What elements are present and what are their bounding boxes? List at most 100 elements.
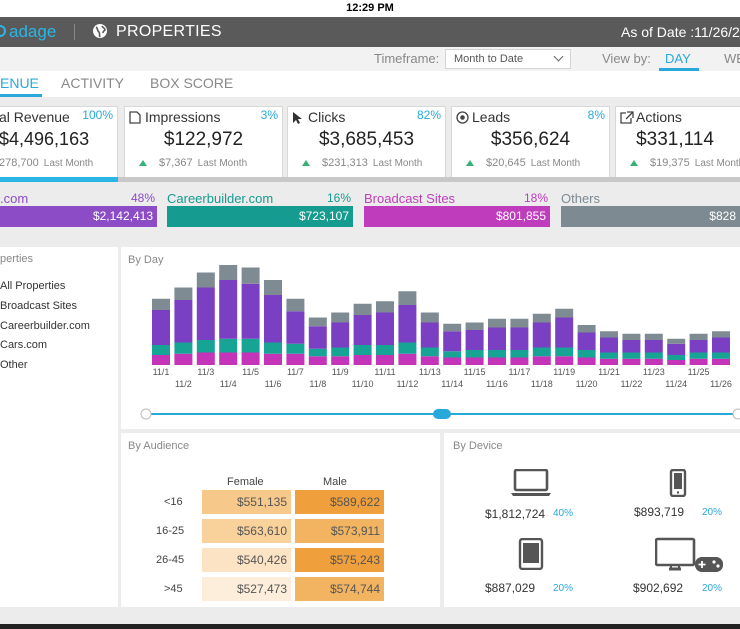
bar-segment-11-6-s1[interactable]	[264, 342, 282, 354]
bar-segment-11-1-s3[interactable]	[152, 298, 170, 310]
bar-segment-11-19-s1[interactable]	[555, 347, 574, 357]
bar-segment-11-18-s0[interactable]	[532, 356, 551, 365]
kpi-card-impressions[interactable]: Impressions 3% $122,972 $7,367 Last Month	[124, 106, 283, 182]
bar-segment-11-23-s1[interactable]	[644, 352, 663, 359]
bar-segment-11-26-s1[interactable]	[712, 352, 730, 359]
kpi-card-revenue[interactable]: al Revenue 100% $4,496,163 278,700 Last M…	[0, 106, 118, 182]
bar-segment-11-13-s0[interactable]	[420, 356, 439, 365]
bar-segment-11-2-s2[interactable]	[174, 300, 193, 343]
bar-segment-11-12-s2[interactable]	[398, 305, 417, 343]
bar-segment-11-11-s3[interactable]	[376, 301, 394, 313]
bar-segment-11-5-s0[interactable]	[241, 352, 260, 366]
bar-segment-11-8-s2[interactable]	[308, 326, 327, 349]
bar-segment-11-21-s2[interactable]	[600, 337, 618, 353]
bar-segment-11-22-s2[interactable]	[622, 340, 641, 353]
source-careerbuilder[interactable]: Careerbuilder.com 16% $723,107	[167, 191, 353, 229]
bar-segment-11-2-s1[interactable]	[174, 342, 193, 354]
property-item-cars[interactable]: Cars.com	[0, 339, 48, 351]
kpi-card-actions[interactable]: Actions $331,114 $19,375 Last Month	[615, 106, 740, 182]
bar-segment-11-7-s2[interactable]	[286, 311, 305, 344]
bar-segment-11-8-s3[interactable]	[308, 317, 327, 327]
bar-segment-11-15-s0[interactable]	[465, 357, 484, 366]
range-slider-start-handle[interactable]	[140, 408, 152, 420]
bar-segment-11-10-s0[interactable]	[353, 355, 372, 365]
tab-activity[interactable]: ACTIVITY	[61, 75, 125, 91]
tab-box-score[interactable]: BOX SCORE	[150, 75, 234, 91]
source-others[interactable]: Others $828	[561, 191, 740, 229]
bar-segment-11-22-s1[interactable]	[622, 352, 641, 359]
range-slider-end-handle[interactable]	[732, 408, 740, 420]
bar-segment-11-9-s0[interactable]	[331, 356, 350, 365]
bar-segment-11-25-s0[interactable]	[689, 358, 708, 365]
bar-segment-11-3-s0[interactable]	[196, 352, 215, 366]
bar-segment-11-14-s3[interactable]	[443, 323, 462, 332]
bar-segment-11-14-s2[interactable]	[443, 331, 462, 352]
bar-segment-11-20-s2[interactable]	[577, 332, 596, 351]
bar-segment-11-17-s1[interactable]	[510, 350, 529, 358]
bar-segment-11-21-s0[interactable]	[600, 358, 618, 365]
audience-cell-female[interactable]: $540,426	[202, 548, 291, 572]
bar-segment-11-5-s3[interactable]	[241, 267, 260, 284]
bar-segment-11-6-s2[interactable]	[264, 295, 282, 343]
bar-segment-11-23-s0[interactable]	[644, 358, 663, 365]
bar-segment-11-12-s1[interactable]	[398, 342, 417, 354]
bar-segment-11-5-s2[interactable]	[241, 283, 260, 339]
viewby-day-toggle[interactable]: DAY	[665, 51, 691, 66]
bar-segment-11-24-s1[interactable]	[667, 355, 686, 360]
bar-segment-11-14-s0[interactable]	[443, 357, 462, 366]
bar-segment-11-9-s1[interactable]	[331, 347, 350, 357]
property-item-other[interactable]: Other	[0, 359, 28, 371]
bar-segment-11-4-s0[interactable]	[219, 352, 238, 366]
bar-segment-11-2-s3[interactable]	[174, 287, 193, 301]
logo[interactable]: adage	[0, 22, 56, 42]
source-broadcast[interactable]: Broadcast Sites 18% $801,855	[364, 191, 550, 229]
bar-segment-11-24-s2[interactable]	[667, 343, 686, 355]
bar-segment-11-16-s2[interactable]	[488, 327, 506, 351]
bar-segment-11-18-s3[interactable]	[532, 313, 551, 323]
bar-segment-11-16-s3[interactable]	[488, 318, 506, 328]
audience-cell-female[interactable]: $563,610	[202, 519, 291, 543]
bar-segment-11-7-s3[interactable]	[286, 298, 305, 312]
bar-segment-11-19-s2[interactable]	[555, 317, 574, 348]
bar-segment-11-22-s0[interactable]	[622, 358, 641, 365]
bar-segment-11-9-s3[interactable]	[331, 312, 350, 323]
bar-segment-11-4-s1[interactable]	[219, 338, 238, 353]
bar-segment-11-15-s2[interactable]	[465, 330, 484, 350]
bar-segment-11-13-s2[interactable]	[420, 322, 439, 348]
bar-segment-11-9-s2[interactable]	[331, 322, 350, 348]
bar-segment-11-13-s1[interactable]	[420, 347, 439, 357]
bar-segment-11-26-s3[interactable]	[712, 331, 730, 338]
bar-segment-11-11-s0[interactable]	[376, 355, 394, 365]
bar-segment-11-20-s3[interactable]	[577, 325, 596, 333]
bar-segment-11-18-s1[interactable]	[532, 347, 551, 357]
bar-segment-11-3-s1[interactable]	[196, 340, 215, 353]
bar-segment-11-24-s0[interactable]	[667, 360, 686, 365]
bar-segment-11-25-s3[interactable]	[689, 333, 708, 340]
bar-segment-11-8-s1[interactable]	[308, 348, 327, 357]
bar-segment-11-16-s1[interactable]	[488, 350, 506, 358]
audience-cell-male[interactable]: $589,622	[295, 490, 384, 514]
bar-segment-11-1-s2[interactable]	[152, 310, 170, 345]
bar-segment-11-17-s0[interactable]	[510, 357, 529, 366]
bar-segment-11-11-s2[interactable]	[376, 312, 394, 346]
property-item-broadcast[interactable]: Broadcast Sites	[0, 300, 78, 312]
bar-segment-11-23-s3[interactable]	[644, 333, 663, 340]
bar-segment-11-25-s2[interactable]	[689, 340, 708, 353]
kpi-card-leads[interactable]: Leads 8% $356,624 $20,645 Last Month	[451, 106, 610, 182]
property-item-careerbuilder[interactable]: Careerbuilder.com	[0, 320, 90, 332]
bar-segment-11-13-s3[interactable]	[420, 312, 439, 323]
bar-segment-11-5-s1[interactable]	[241, 338, 260, 353]
bar-segment-11-1-s1[interactable]	[152, 345, 170, 355]
bar-segment-11-10-s2[interactable]	[353, 315, 372, 345]
bar-segment-11-24-s3[interactable]	[667, 338, 686, 344]
source-cars[interactable]: .com 48% $2,142,413	[0, 191, 157, 229]
tab-revenue[interactable]: ENUE	[0, 75, 39, 91]
timeframe-select[interactable]: Month to Date	[445, 49, 571, 69]
bar-segment-11-10-s1[interactable]	[353, 345, 372, 355]
bar-segment-11-21-s1[interactable]	[600, 352, 618, 359]
bar-segment-11-15-s1[interactable]	[465, 350, 484, 358]
viewby-week-toggle[interactable]: WE	[724, 51, 740, 66]
bar-segment-11-7-s0[interactable]	[286, 353, 305, 365]
bar-segment-11-8-s0[interactable]	[308, 356, 327, 365]
bar-segment-11-26-s0[interactable]	[712, 358, 730, 365]
